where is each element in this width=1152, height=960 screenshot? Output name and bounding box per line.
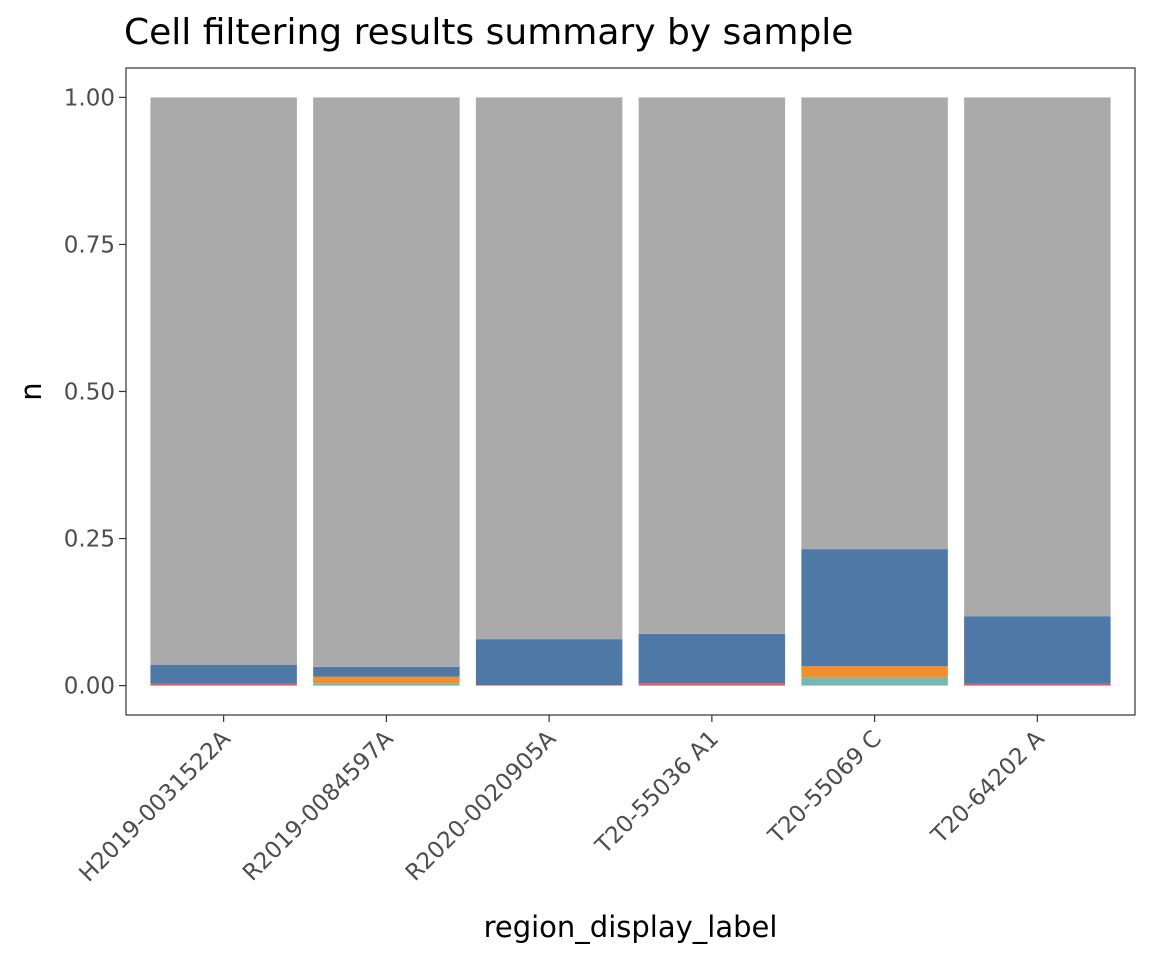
bar-segment: [313, 97, 460, 667]
x-axis-title: region_display_label: [484, 910, 778, 944]
bar-segment: [150, 665, 297, 684]
x-tick-label: T20-64202 A: [926, 726, 1050, 850]
y-axis: 0.00 0.25 0.50 0.75 1.00: [64, 85, 126, 700]
x-tick-label: H2019-0031522A: [74, 726, 236, 888]
bar-segment: [475, 97, 623, 640]
bar-segment: [475, 639, 623, 685]
bar-segment: [313, 683, 460, 686]
bar-segment: [801, 677, 948, 686]
x-tick-label: T20-55036 A1: [590, 726, 724, 860]
bar-segment: [150, 97, 297, 666]
bar-segment: [964, 97, 1111, 617]
bar-segment: [964, 616, 1111, 684]
bars-layer: [150, 97, 1111, 686]
bar-segment: [801, 666, 948, 678]
x-tick-label: T20-55069 C: [763, 726, 887, 850]
bar-segment: [313, 676, 460, 684]
y-tick-label: 1.00: [64, 85, 115, 111]
bar-segment: [801, 97, 948, 550]
bar-segment: [964, 683, 1111, 686]
x-tick-label: R2020-0020905A: [401, 726, 562, 887]
x-axis: H2019-0031522A R2019-0084597A R2020-002090…: [74, 715, 1050, 888]
x-tick-label: R2019-0084597A: [238, 726, 399, 887]
bar-segment: [638, 97, 786, 634]
bar-segment: [475, 685, 623, 686]
y-tick-label: 0.00: [64, 674, 115, 700]
bar-segment: [150, 683, 297, 686]
y-axis-title: n: [14, 382, 48, 400]
y-tick-label: 0.50: [64, 380, 115, 406]
bar-segment: [313, 666, 460, 677]
bar-segment: [638, 633, 786, 684]
y-tick-label: 0.25: [64, 527, 115, 553]
bar-segment: [801, 549, 948, 667]
chart-title: Cell filtering results summary by sample: [124, 12, 853, 53]
bar-segment: [638, 683, 786, 686]
y-tick-label: 0.75: [64, 232, 115, 258]
